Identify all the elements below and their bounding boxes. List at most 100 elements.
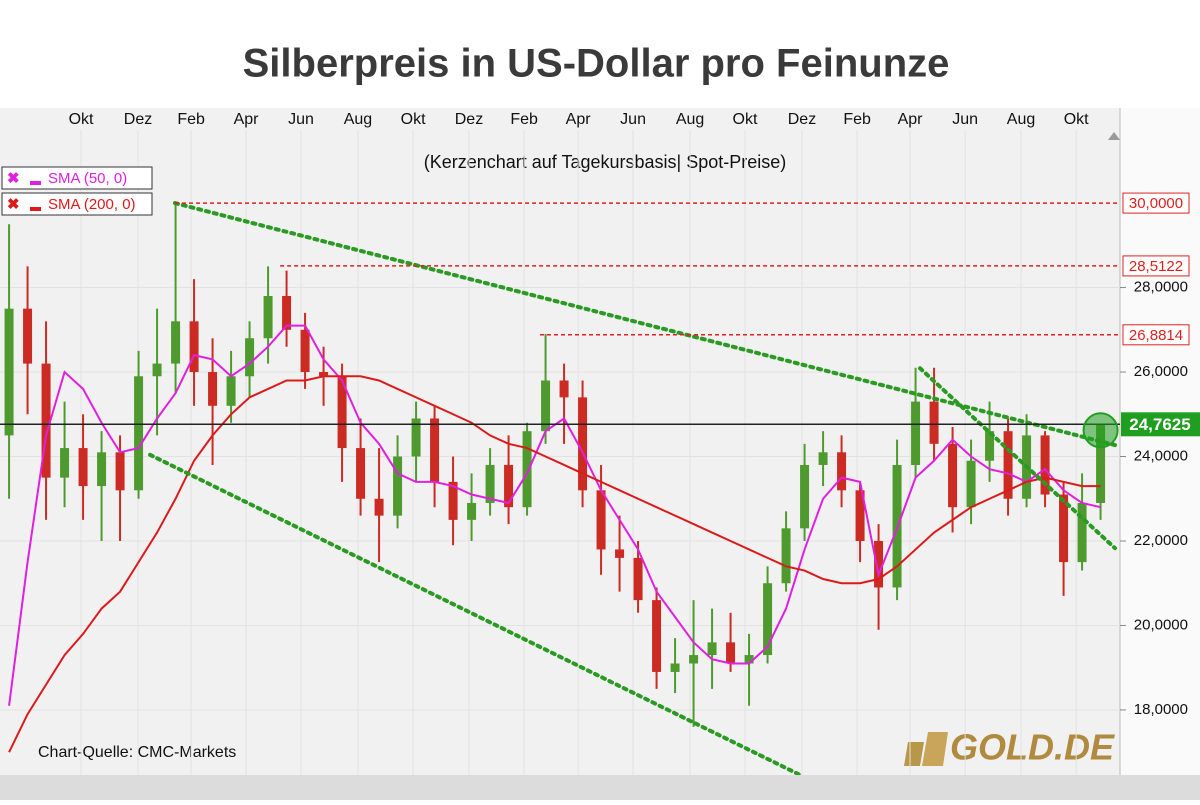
candle-body — [1040, 435, 1050, 495]
candle-body — [837, 452, 847, 491]
current-price-marker — [1082, 412, 1119, 449]
chart-title: Silberpreis in US-Dollar pro Feinunze — [243, 42, 950, 86]
header-bg — [0, 0, 1200, 108]
candle-body — [263, 296, 273, 339]
candle-body — [615, 549, 625, 558]
candle-body — [726, 642, 736, 664]
logo-bar — [922, 732, 948, 766]
legend-label: SMA (50, 0) — [48, 170, 127, 187]
source-note: Chart-Quelle: CMC-Markets — [38, 744, 236, 761]
y-tick-label: 20,0000 — [1134, 616, 1188, 633]
candle-body — [855, 490, 865, 541]
trend-line — [173, 201, 1117, 448]
candle-body — [337, 376, 347, 449]
x-tick-label: Aug — [1007, 111, 1035, 128]
candle-body — [818, 452, 828, 465]
candle-body — [282, 296, 292, 330]
candle-body — [800, 464, 810, 529]
candle-body — [929, 401, 939, 444]
y-tick-label: 24,0000 — [1134, 447, 1188, 464]
candle-body — [966, 460, 976, 508]
x-tick-label: Feb — [177, 111, 205, 128]
x-tick-label: Aug — [344, 111, 372, 128]
candle-body — [596, 490, 606, 550]
current-label: 24,7625 — [1129, 415, 1190, 434]
candle-body — [985, 431, 995, 461]
y-tick-label: 28,0000 — [1134, 279, 1188, 296]
level-label: 30,0000 — [1129, 195, 1183, 212]
x-tick-label: Okt — [733, 111, 758, 128]
candle-body — [522, 431, 532, 508]
candle-body — [948, 443, 958, 508]
candle-body — [41, 363, 51, 478]
candle-body — [1059, 494, 1069, 563]
level-label-box — [1122, 192, 1190, 214]
candle-body — [411, 418, 421, 457]
candle-body — [559, 380, 569, 398]
level-label-box — [1122, 255, 1190, 277]
legend-label: SMA (200, 0) — [48, 196, 136, 213]
x-tick-label: Dez — [124, 111, 152, 128]
candle-body — [300, 329, 310, 373]
sma-line — [8, 375, 1101, 753]
candle-body — [430, 418, 440, 482]
x-tick-label: Feb — [510, 111, 538, 128]
candle-body — [744, 655, 754, 664]
x-tick-label: Feb — [843, 111, 871, 128]
candle-body — [60, 448, 70, 478]
x-tick-label: Dez — [788, 111, 816, 128]
x-tick-label: Okt — [1064, 111, 1089, 128]
candle-body — [152, 363, 162, 377]
candle-body — [1096, 424, 1106, 503]
trend-line — [918, 366, 1117, 551]
candle-body — [578, 397, 588, 491]
footer-bar — [0, 775, 1200, 800]
candle-body — [485, 464, 495, 503]
candle-body — [97, 452, 107, 487]
candle-body — [393, 456, 403, 516]
candle-body — [504, 464, 514, 508]
candle-body — [319, 372, 329, 377]
x-tick-label: Okt — [69, 111, 94, 128]
candle-body — [245, 338, 255, 377]
candle-body — [189, 321, 199, 373]
candle-body — [670, 663, 680, 672]
level-label-box — [1122, 324, 1190, 346]
candle-body — [874, 540, 884, 588]
x-tick-label: Apr — [898, 111, 924, 128]
x-tick-label: Apr — [566, 111, 592, 128]
level-label: 28,5122 — [1129, 258, 1183, 275]
candle-body — [781, 528, 791, 584]
candle-body — [1003, 431, 1013, 499]
legend: ✖ SMA (50, 0) ✖ SMA (200, 0) — [1, 166, 153, 216]
candle-body — [763, 583, 773, 656]
x-tick-label: Jun — [952, 111, 978, 128]
y-tick-label: 22,0000 — [1134, 532, 1188, 549]
candle-body — [134, 376, 144, 491]
legend-swatch — [30, 181, 41, 185]
candle-body — [541, 380, 551, 432]
legend-swatch — [30, 207, 41, 211]
legend-icon: ✖ — [7, 196, 20, 213]
logo-text: GOLD.DE — [950, 727, 1115, 768]
current-label-box — [1121, 412, 1200, 437]
x-tick-label: Aug — [676, 111, 704, 128]
x-tick-label: Jun — [288, 111, 314, 128]
candle-body — [115, 452, 125, 491]
x-tick-label: Dez — [455, 111, 483, 128]
axis-bg — [1120, 108, 1200, 775]
x-tick-label: Jun — [620, 111, 646, 128]
candle-body — [467, 502, 477, 520]
candle-body — [356, 448, 366, 499]
candle-body — [1077, 502, 1087, 563]
subtitle: (Kerzenchart auf Tagekursbasis| Spot-Pre… — [424, 152, 787, 172]
x-tick-label: Apr — [234, 111, 260, 128]
logo-bar — [904, 742, 924, 766]
candle-body — [23, 308, 33, 364]
logo: GOLD.DE — [904, 727, 1115, 768]
y-tick-label: 18,0000 — [1134, 701, 1188, 718]
plot — [0, 130, 1120, 775]
candle-body — [633, 557, 643, 601]
